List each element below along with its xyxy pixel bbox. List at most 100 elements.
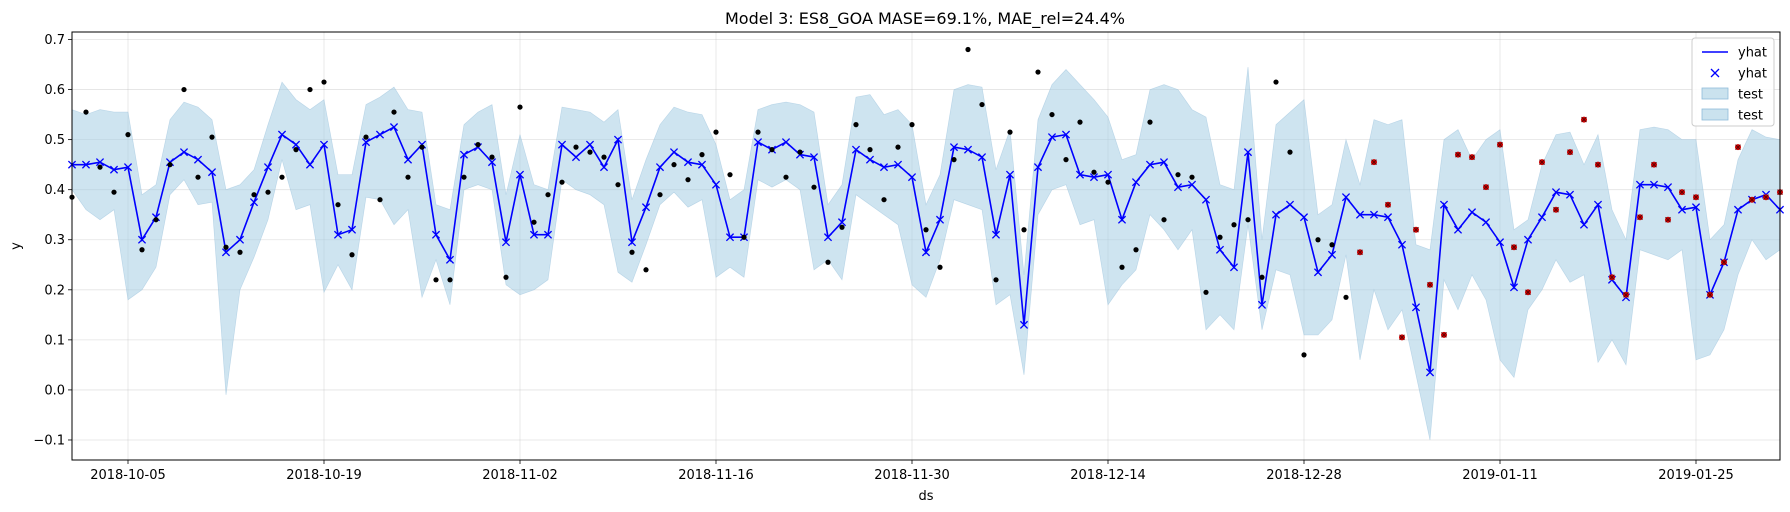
- test-point-mark: [1385, 201, 1391, 208]
- yhat-marker: [501, 238, 511, 247]
- train-point: [1007, 129, 1013, 135]
- yhat-marker: [389, 123, 399, 132]
- test-point-mark: [1469, 154, 1475, 160]
- yhat-marker: [249, 198, 259, 207]
- train-point: [195, 174, 201, 180]
- train-point: [1021, 227, 1027, 233]
- yhat-marker: [963, 145, 973, 154]
- test-point-mark: [1693, 194, 1699, 201]
- legend-patch-swatch: [1701, 108, 1729, 121]
- yhat-marker: [641, 203, 651, 212]
- y-axis: −0.1 0.0 0.1 0.2 0.3 0.4 0.5 0.6 0.7: [33, 33, 72, 448]
- train-point: [783, 174, 789, 180]
- train-point: [825, 259, 831, 265]
- yhat-marker: [333, 230, 343, 239]
- yhat-marker: [487, 158, 497, 167]
- train-point: [1147, 119, 1153, 125]
- yhat-marker: [1453, 225, 1463, 234]
- y-tick-label: 0.0: [44, 383, 65, 398]
- yhat-marker: [935, 215, 945, 224]
- train-point: [559, 179, 565, 185]
- yhat-marker: [1145, 160, 1155, 169]
- train-point: [1049, 111, 1055, 118]
- test-point-mark: [1665, 216, 1671, 223]
- yhat-marker: [1355, 210, 1365, 219]
- train-point: [293, 147, 299, 153]
- train-point: [531, 219, 537, 225]
- yhat-marker: [1159, 158, 1169, 167]
- yhat-marker: [1271, 210, 1281, 219]
- yhat-marker: [1565, 190, 1575, 199]
- train-point: [699, 152, 705, 158]
- x-tick-label: 2019-01-11: [1462, 468, 1538, 483]
- y-tick-label: 0.7: [44, 33, 65, 48]
- yhat-marker: [669, 148, 679, 157]
- chart-title: Model 3: ES8_GOA MASE=69.1%, MAE_rel=24.…: [725, 9, 1125, 29]
- y-tick-label: 0.1: [44, 333, 65, 348]
- x-tick-label: 2018-12-14: [1070, 468, 1146, 483]
- yhat-marker: [1579, 220, 1589, 229]
- yhat-marker: [837, 218, 847, 227]
- yhat-marker: [1467, 208, 1477, 217]
- test-point-mark: [1651, 161, 1657, 168]
- train-point: [601, 154, 607, 160]
- train-point: [349, 252, 355, 258]
- train-point: [321, 79, 327, 85]
- test-point-mark: [1525, 289, 1531, 296]
- yhat-marker: [529, 230, 539, 239]
- train-point: [909, 122, 915, 128]
- test-point-mark: [1721, 259, 1727, 266]
- test-point-mark: [1511, 244, 1517, 251]
- train-point: [1245, 217, 1251, 223]
- train-point: [993, 277, 999, 283]
- yhat-marker: [1299, 213, 1309, 222]
- yhat-marker: [977, 153, 987, 162]
- yhat-marker: [81, 160, 91, 169]
- test-point-mark: [1707, 291, 1713, 298]
- train-point: [979, 101, 985, 108]
- yhat-marker: [1173, 183, 1183, 192]
- test-points: [1357, 116, 1783, 341]
- yhat-marker: [949, 143, 959, 152]
- x-tick-label: 2018-11-16: [678, 468, 754, 483]
- yhat-marker: [235, 235, 245, 244]
- yhat-marker: [893, 160, 903, 169]
- legend-box: [1691, 37, 1775, 127]
- yhat-marker: [1061, 130, 1071, 139]
- train-point: [1077, 119, 1083, 125]
- train-point: [265, 189, 271, 195]
- yhat-marker: [711, 180, 721, 189]
- yhat-marker: [1537, 213, 1547, 222]
- test-point-mark: [1413, 226, 1419, 233]
- train-points: [69, 46, 1349, 358]
- yhat-marker: [515, 170, 525, 179]
- test-point-mark: [1371, 159, 1377, 165]
- yhat-marker: [1425, 368, 1435, 377]
- train-point: [489, 154, 495, 160]
- test-point-mark: [1441, 332, 1447, 338]
- train-point: [671, 162, 677, 168]
- train-point: [881, 197, 887, 203]
- train-point: [1119, 264, 1125, 270]
- yhat-marker: [361, 138, 371, 147]
- x-tick-label: 2018-10-05: [90, 468, 166, 483]
- yhat-marker: [431, 230, 441, 239]
- test-point-mark: [1679, 189, 1685, 196]
- yhat-marker: [809, 153, 819, 162]
- test-point-mark: [1497, 141, 1503, 148]
- x-tick-label: 2018-12-28: [1266, 468, 1342, 483]
- test-point-mark: [1399, 334, 1405, 341]
- yhat-marker: [1215, 245, 1225, 254]
- train-point: [1189, 174, 1195, 180]
- train-point: [755, 129, 761, 135]
- x-tick-label: 2018-11-02: [482, 468, 558, 483]
- yhat-marker: [221, 248, 231, 257]
- train-point: [237, 249, 243, 255]
- yhat-marker: [1201, 195, 1211, 204]
- train-point: [741, 234, 747, 240]
- train-point: [1133, 247, 1139, 253]
- y-tick-label: 0.5: [44, 133, 65, 148]
- yhat-marker: [1089, 173, 1099, 182]
- legend-marker-swatch: [1710, 68, 1720, 78]
- yhat-marker: [1635, 180, 1645, 189]
